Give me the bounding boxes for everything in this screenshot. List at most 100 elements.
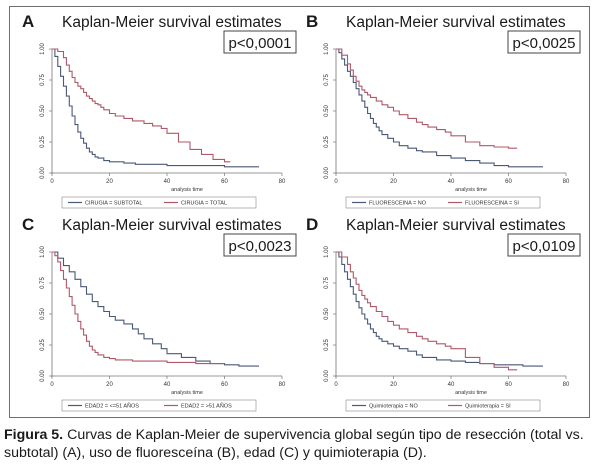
x-tick-label: 20 [106, 382, 113, 388]
p-value-box: p<0,0109 [507, 233, 581, 257]
x-axis-title: analysis time [171, 187, 203, 193]
p-value: p<0,0025 [513, 35, 576, 52]
legend: CIRUGIA = SUBTOTAL CIRUGIA = TOTAL [61, 196, 257, 209]
x-tick-label: 80 [563, 382, 570, 388]
survival-curve-2 [336, 251, 518, 371]
x-tick-label: 60 [221, 382, 228, 388]
legend-label: CIRUGIA = TOTAL [181, 201, 227, 207]
chart-title: Kaplan-Meier survival estimates [346, 14, 566, 31]
y-tick-label: 1.00 [324, 246, 330, 258]
p-value-frame [223, 30, 297, 54]
panel-letter: A [22, 12, 34, 31]
legend-label: EDAD2 = <=51 AÑOS [85, 403, 139, 410]
p-value-box: p<0,0023 [223, 233, 297, 257]
y-tick-label: 0.75 [324, 74, 330, 86]
survival-curve-1 [336, 48, 543, 168]
caption-text: Curvas de Kaplan-Meier de supervivencia … [4, 427, 584, 461]
y-tick-label: 0.50 [40, 308, 46, 320]
y-tick-label: 0.00 [40, 370, 46, 382]
x-tick-label: 80 [563, 179, 570, 185]
x-tick-label: 0 [334, 382, 338, 388]
x-tick-label: 20 [390, 382, 397, 388]
x-tick-label: 0 [334, 179, 338, 185]
y-tick-label: 0.50 [324, 308, 330, 320]
y-tick-label: 1.00 [40, 246, 46, 258]
y-tick-label: 0.00 [40, 167, 46, 179]
legend-frame [345, 399, 541, 412]
y-tick-label: 0.00 [324, 370, 330, 382]
km-panel-c: C Kaplan-Meier survival estimates p<0,0023… [20, 214, 302, 414]
x-tick-label: 20 [390, 179, 397, 185]
chart-title: Kaplan-Meier survival estimates [62, 217, 282, 234]
p-value-box: p<0,0001 [223, 30, 297, 54]
p-value-frame [223, 233, 297, 257]
y-tick-label: 1.00 [40, 43, 46, 55]
km-chart: D Kaplan-Meier survival estimates p<0,0109… [306, 215, 581, 412]
x-tick-label: 40 [448, 382, 455, 388]
legend-frame [345, 196, 541, 209]
x-axis-title: analysis time [455, 390, 487, 396]
chart-title: Kaplan-Meier survival estimates [62, 14, 282, 31]
p-value-box: p<0,0025 [507, 30, 581, 54]
legend: Quimioterapia = NO Quimioterapia = SI [345, 399, 541, 412]
survival-curve-2 [52, 251, 225, 365]
y-tick-label: 0.25 [324, 136, 330, 148]
x-axis-title: analysis time [171, 390, 203, 396]
x-tick-label: 60 [505, 382, 512, 388]
km-panel-b: B Kaplan-Meier survival estimates p<0,0025… [304, 11, 586, 211]
legend: FLUORESCEINA = NO FLUORESCEINA = SI [345, 196, 541, 209]
x-tick-label: 0 [50, 179, 54, 185]
x-tick-label: 60 [505, 179, 512, 185]
p-value: p<0,0109 [513, 238, 576, 255]
legend-label: Quimioterapia = SI [465, 404, 511, 410]
p-value-frame [507, 30, 581, 54]
y-tick-label: 0.50 [324, 105, 330, 117]
km-chart: C Kaplan-Meier survival estimates p<0,0023… [22, 215, 297, 412]
y-tick-label: 0.25 [324, 339, 330, 351]
panel-letter: D [306, 215, 318, 234]
x-tick-label: 80 [279, 179, 286, 185]
survival-curve-1 [52, 48, 259, 168]
x-tick-label: 40 [164, 179, 171, 185]
x-tick-label: 60 [221, 179, 228, 185]
survival-curve-2 [336, 48, 518, 149]
survival-curve-1 [336, 251, 543, 367]
y-tick-label: 0.00 [324, 167, 330, 179]
p-value-frame [507, 233, 581, 257]
x-tick-label: 0 [50, 382, 54, 388]
y-tick-label: 0.75 [324, 277, 330, 289]
figure-caption: Figura 5. Curvas de Kaplan-Meier de supe… [4, 426, 596, 462]
p-value: p<0,0001 [229, 35, 292, 52]
y-tick-label: 0.25 [40, 339, 46, 351]
panel-letter: B [306, 12, 318, 31]
km-chart: A Kaplan-Meier survival estimates p<0,0001… [22, 12, 297, 209]
chart-title: Kaplan-Meier survival estimates [346, 217, 566, 234]
x-tick-label: 40 [448, 179, 455, 185]
caption-label: Figura 5. [4, 427, 64, 443]
x-tick-label: 40 [164, 382, 171, 388]
x-tick-label: 80 [279, 382, 286, 388]
legend-label: FLUORESCEINA = SI [465, 201, 519, 207]
legend-label: FLUORESCEINA = NO [369, 201, 427, 207]
legend: EDAD2 = <=51 AÑOS EDAD2 = >51 AÑOS [61, 399, 257, 412]
p-value: p<0,0023 [229, 238, 292, 255]
legend-frame [61, 399, 257, 412]
legend-label: CIRUGIA = SUBTOTAL [85, 201, 142, 207]
x-tick-label: 20 [106, 179, 113, 185]
legend-label: Quimioterapia = NO [369, 404, 418, 410]
survival-curve-2 [52, 48, 231, 163]
legend-frame [61, 196, 257, 209]
y-tick-label: 0.75 [40, 74, 46, 86]
survival-curve-1 [52, 251, 259, 367]
x-axis-title: analysis time [455, 187, 487, 193]
panel-letter: C [22, 215, 34, 234]
y-tick-label: 0.50 [40, 105, 46, 117]
y-tick-label: 0.25 [40, 136, 46, 148]
figure-frame: A Kaplan-Meier survival estimates p<0,0001… [9, 6, 590, 418]
y-tick-label: 1.00 [324, 43, 330, 55]
legend-label: EDAD2 = >51 AÑOS [181, 403, 232, 410]
y-tick-label: 0.75 [40, 277, 46, 289]
km-chart: B Kaplan-Meier survival estimates p<0,0025… [306, 12, 581, 209]
km-panel-a: A Kaplan-Meier survival estimates p<0,0001… [20, 11, 302, 211]
km-panel-d: D Kaplan-Meier survival estimates p<0,0109… [304, 214, 586, 414]
